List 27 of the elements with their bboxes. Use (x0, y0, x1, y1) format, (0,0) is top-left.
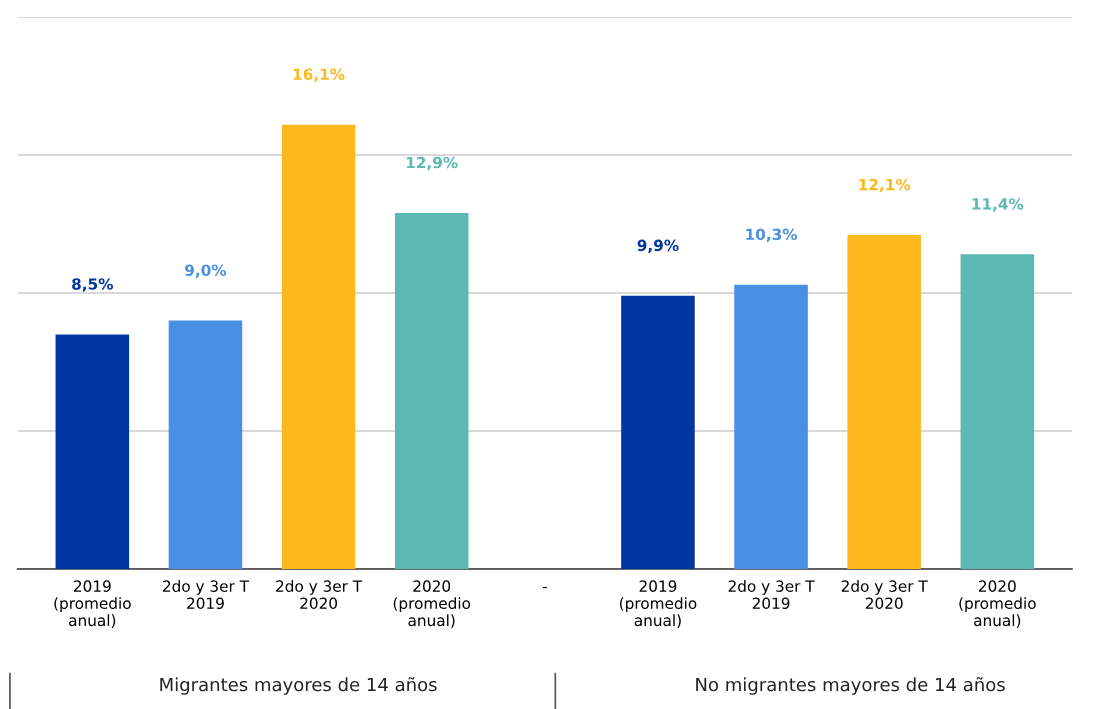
data-label: 16,1% (293, 68, 345, 82)
bar (621, 295, 695, 569)
text: Migrantes mayores de 14 años (160, 677, 437, 695)
bar (960, 254, 1035, 569)
x-tick-label: 2do y 3er T 2019 (163, 580, 250, 610)
x-tick-label: 2do y 3er T 2020 (841, 580, 928, 610)
bar (55, 334, 130, 569)
x-tick-label: 2020 (promedio anual) (959, 580, 1036, 628)
bar (394, 212, 469, 569)
x-tick-label: 2020 (promedio anual) (393, 580, 471, 628)
x-tick-label: - (542, 586, 547, 589)
text: No migrantes mayores de 14 años (696, 677, 1005, 695)
data-label: 9,9% (637, 239, 679, 254)
data-label: 9,0% (185, 264, 227, 278)
bar (734, 284, 808, 569)
x-tick-label: 2do y 3er T 2019 (728, 580, 815, 610)
bar (847, 235, 921, 569)
x-tick-label: 2019 (promedio anual) (620, 580, 697, 628)
data-label: 8,5% (72, 278, 114, 292)
data-label: 12,1% (859, 178, 911, 193)
data-label: 11,4% (972, 198, 1024, 212)
x-tick-label: 2do y 3er T 2020 (276, 580, 363, 610)
bar (168, 320, 243, 569)
data-label: 10,3% (746, 228, 798, 243)
data-label: 12,9% (406, 156, 458, 171)
x-tick-label: 2019 (promedio anual) (54, 580, 131, 628)
bar (281, 124, 356, 569)
